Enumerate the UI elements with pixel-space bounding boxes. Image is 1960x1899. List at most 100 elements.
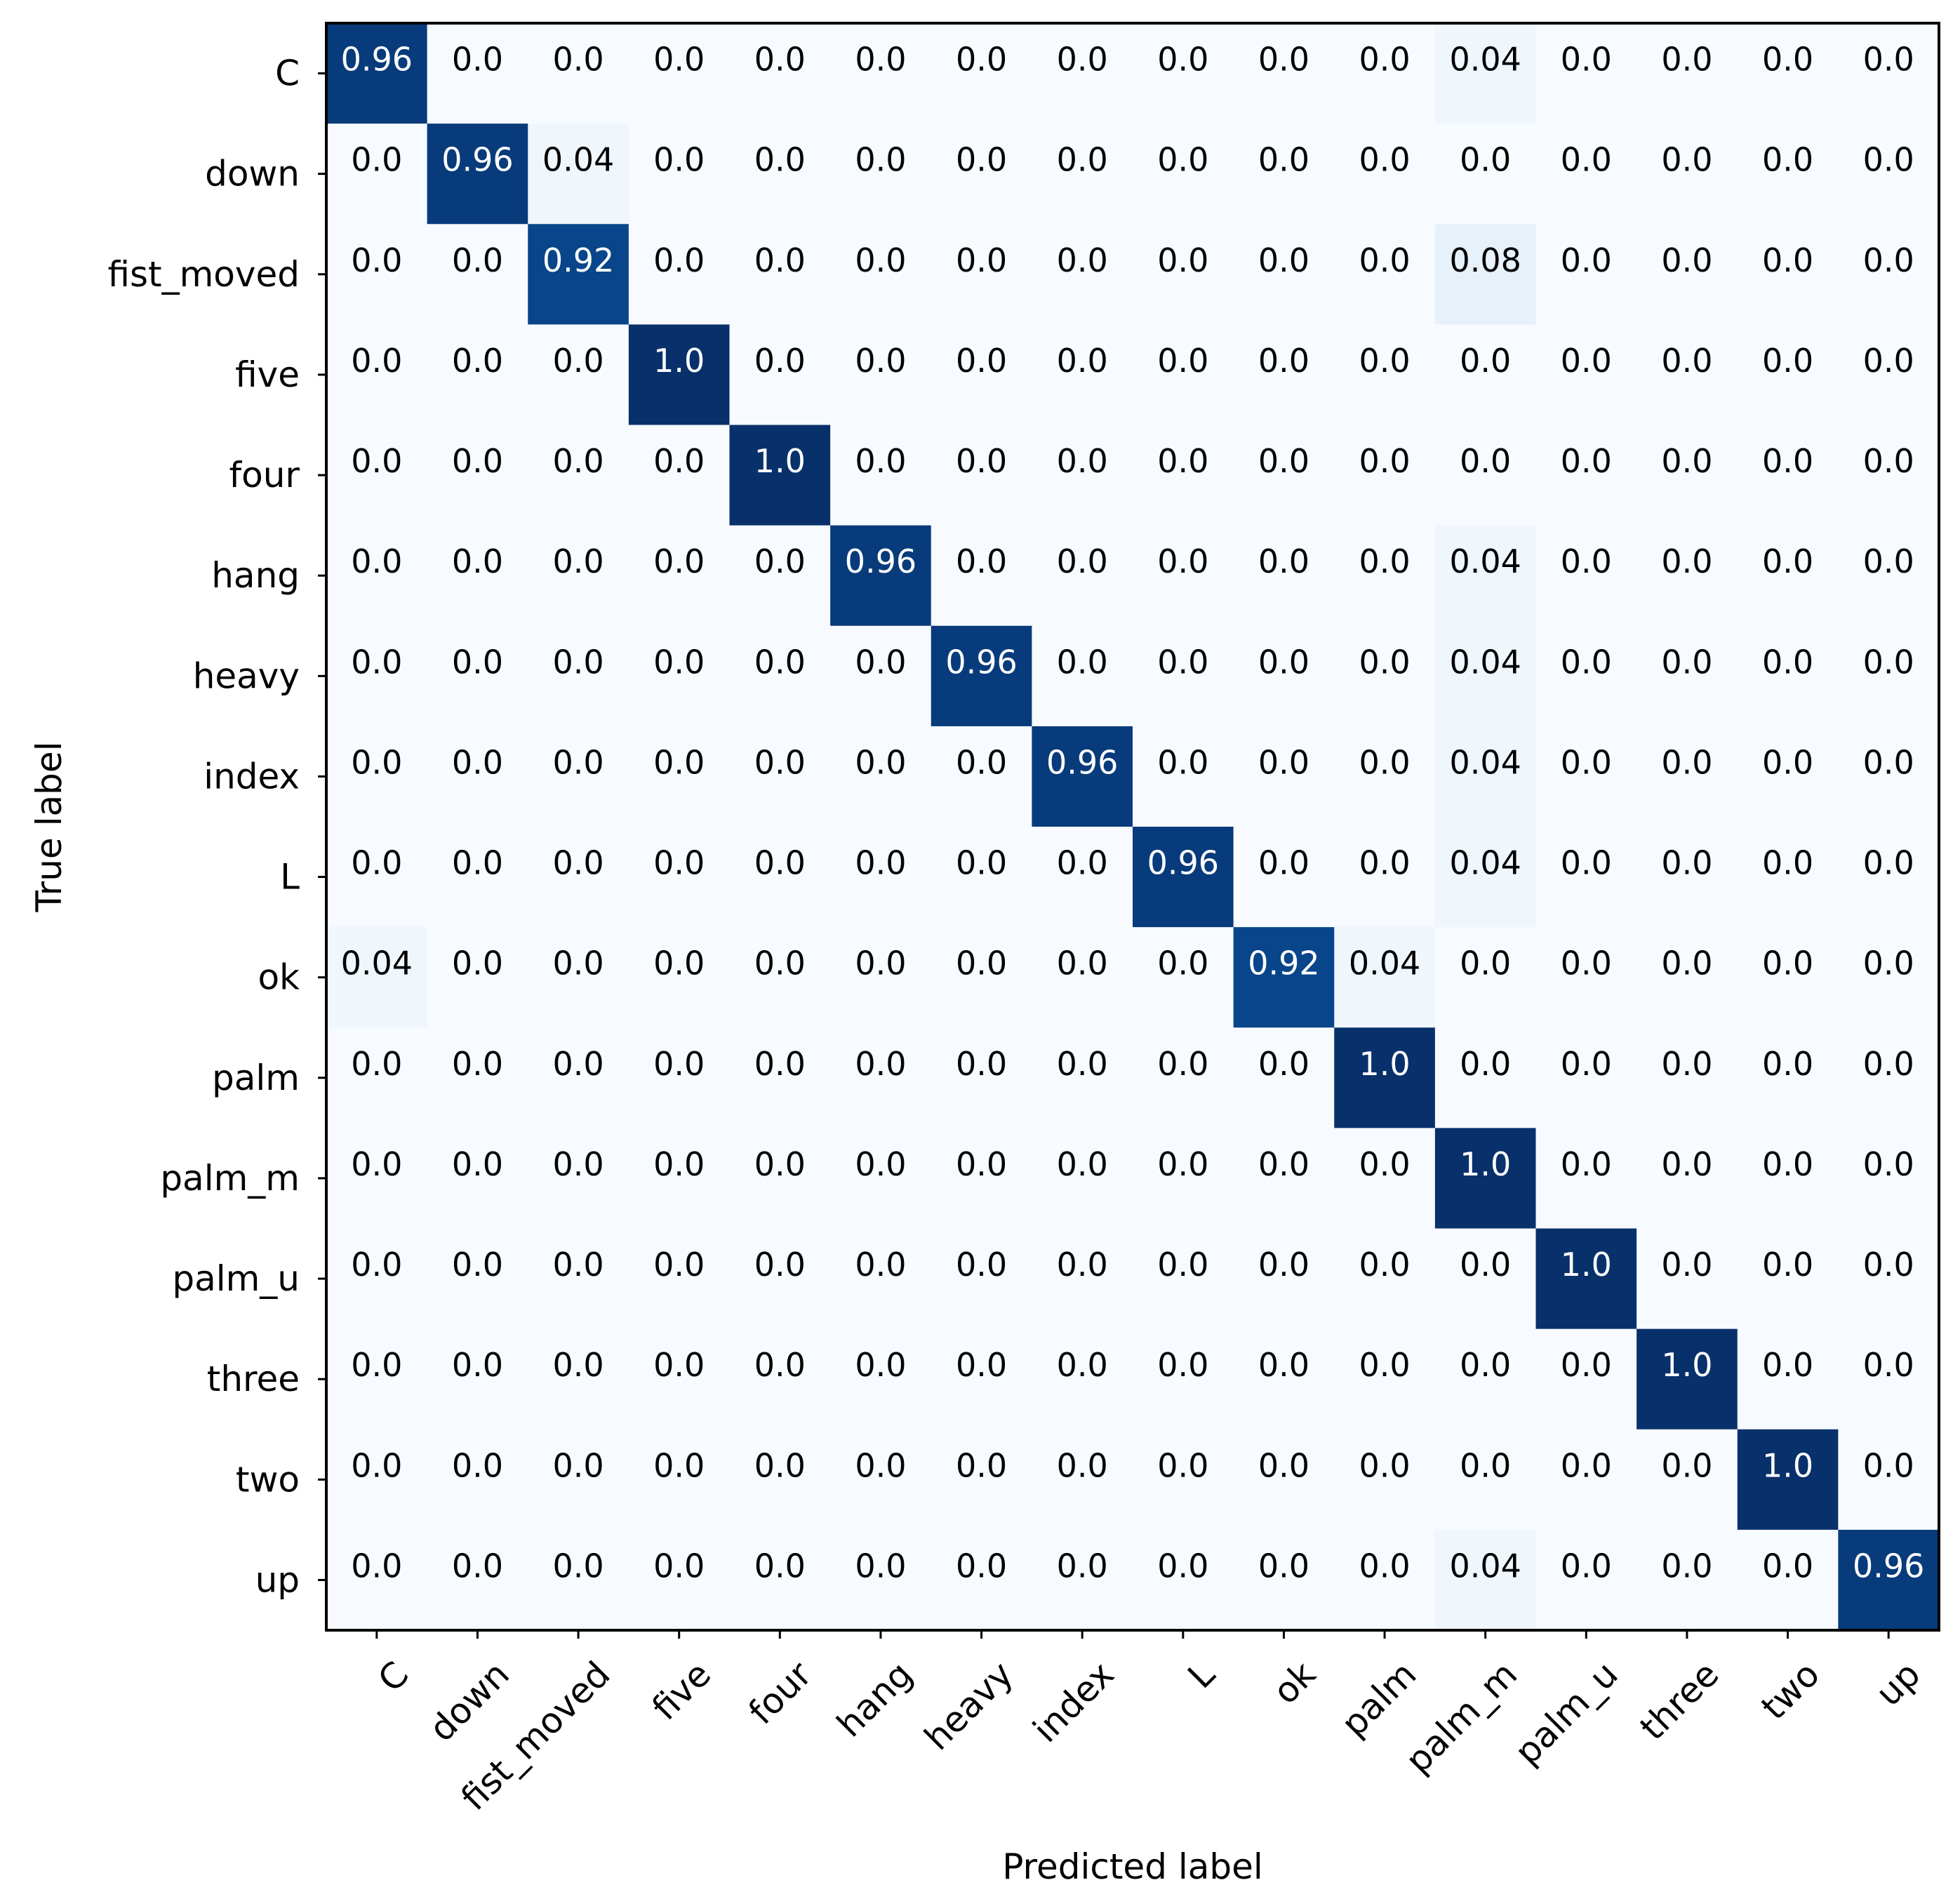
cell-palm-up	[1838, 1027, 1940, 1128]
cell-value-l-down: 0.0	[452, 844, 503, 882]
cell-palm-u-heavy	[931, 1228, 1032, 1330]
cell-three-c	[326, 1328, 428, 1430]
cell-up-palm	[1334, 1529, 1436, 1631]
cell-value-fist-moved-three: 0.0	[1661, 241, 1712, 279]
cell-value-heavy-index: 0.0	[1057, 643, 1108, 681]
cell-value-ok-heavy: 0.0	[956, 945, 1007, 982]
cell-value-c-four: 0.0	[754, 41, 806, 79]
cell-c-four	[729, 23, 831, 124]
cell-ok-palm-u	[1535, 927, 1637, 1028]
cell-index-index	[1032, 726, 1133, 827]
cell-hang-fist-moved	[528, 525, 629, 627]
cell-value-three-five: 0.0	[653, 1346, 705, 1384]
cell-value-l-two: 0.0	[1762, 844, 1813, 882]
cell-palm-four	[729, 1027, 831, 1128]
cell-value-up-palm: 0.0	[1359, 1547, 1410, 1585]
cell-value-palm-u-fist-moved: 0.0	[552, 1246, 604, 1284]
cell-value-hang-index: 0.0	[1057, 542, 1108, 580]
cell-hang-hang	[830, 525, 932, 627]
cell-hang-down	[427, 525, 528, 627]
cell-fist-moved-two	[1737, 224, 1839, 325]
cell-ok-heavy	[931, 927, 1032, 1028]
cell-l-two	[1737, 827, 1839, 928]
cell-five-three	[1636, 324, 1738, 426]
cell-value-three-index: 0.0	[1057, 1346, 1108, 1384]
cell-value-heavy-l: 0.0	[1157, 643, 1208, 681]
cell-fist-moved-five	[628, 224, 731, 325]
cell-value-index-four: 0.0	[754, 743, 806, 781]
y-tick-label-index: index	[204, 756, 300, 797]
cell-value-ok-three: 0.0	[1661, 945, 1712, 982]
cell-palm-m-l	[1133, 1128, 1234, 1230]
cell-value-palm-palm: 1.0	[1359, 1045, 1410, 1083]
cell-value-three-fist-moved: 0.0	[552, 1346, 604, 1384]
cell-palm-u-ok	[1233, 1228, 1335, 1330]
cell-hang-palm-u	[1535, 525, 1637, 627]
heatmap-cells	[326, 23, 1940, 1631]
cell-value-c-palm-u: 0.0	[1561, 41, 1612, 79]
cell-value-palm-m-up: 0.0	[1863, 1145, 1914, 1183]
cell-palm-heavy	[931, 1027, 1032, 1128]
cell-palm-two	[1737, 1027, 1839, 1128]
cell-up-up	[1838, 1529, 1940, 1631]
y-tick-label-l: L	[280, 857, 300, 898]
cell-value-down-index: 0.0	[1057, 141, 1108, 179]
cell-palm-u-index	[1032, 1228, 1133, 1330]
cell-four-index	[1032, 425, 1133, 526]
cell-value-hang-five: 0.0	[653, 542, 705, 580]
cell-palm-m-four	[729, 1128, 831, 1230]
cell-value-palm-m-heavy: 0.0	[956, 1145, 1007, 1183]
cell-down-l	[1133, 124, 1234, 225]
y-tick-label-two: two	[236, 1459, 300, 1500]
cell-value-heavy-four: 0.0	[754, 643, 806, 681]
cell-fist-moved-palm-m	[1434, 224, 1537, 325]
cell-palm-m-three	[1636, 1128, 1738, 1230]
cell-palm-m-palm-m	[1434, 1128, 1537, 1230]
cell-value-palm-m-down: 0.0	[452, 1145, 503, 1183]
cell-value-down-three: 0.0	[1661, 141, 1712, 179]
cell-value-four-ok: 0.0	[1258, 442, 1309, 480]
cell-three-index	[1032, 1328, 1133, 1430]
cell-value-palm-three: 0.0	[1661, 1045, 1712, 1083]
cell-value-fist-moved-l: 0.0	[1157, 241, 1208, 279]
cell-value-up-hang: 0.0	[855, 1547, 906, 1585]
cell-three-three	[1636, 1328, 1738, 1430]
cell-four-three	[1636, 425, 1738, 526]
cell-value-hang-down: 0.0	[452, 542, 503, 580]
cell-up-palm-u	[1535, 1529, 1637, 1631]
cell-up-c	[326, 1529, 428, 1631]
cell-value-c-fist-moved: 0.0	[552, 41, 604, 79]
cell-fist-moved-four	[729, 224, 831, 325]
cell-value-down-fist-moved: 0.04	[542, 141, 614, 179]
cell-palm-m-up	[1838, 1128, 1940, 1230]
cell-up-four	[729, 1529, 831, 1631]
cell-value-palm-u-two: 0.0	[1762, 1246, 1813, 1284]
y-tick-label-palm-m: palm_m	[160, 1158, 300, 1199]
cell-value-four-c: 0.0	[351, 442, 402, 480]
cell-value-palm-palm-m: 0.0	[1460, 1045, 1511, 1083]
cell-value-palm-four: 0.0	[754, 1045, 806, 1083]
cell-value-fist-moved-up: 0.0	[1863, 241, 1914, 279]
cell-four-two	[1737, 425, 1839, 526]
cell-value-ok-hang: 0.0	[855, 945, 906, 982]
cell-value-three-heavy: 0.0	[956, 1346, 1007, 1384]
cell-value-palm-u-palm-u: 1.0	[1561, 1246, 1612, 1284]
cell-value-ok-palm-m: 0.0	[1460, 945, 1511, 982]
cell-value-down-down: 0.96	[441, 141, 513, 179]
cell-heavy-five	[628, 625, 731, 727]
cell-palm-five	[628, 1027, 731, 1128]
cell-value-down-four: 0.0	[754, 141, 806, 179]
cell-value-down-c: 0.0	[351, 141, 402, 179]
cell-value-palm-u-three: 0.0	[1661, 1246, 1712, 1284]
cell-value-index-heavy: 0.0	[956, 743, 1007, 781]
cell-value-three-ok: 0.0	[1258, 1346, 1309, 1384]
cell-five-heavy	[931, 324, 1032, 426]
cell-two-l	[1133, 1429, 1234, 1531]
cell-heavy-down	[427, 625, 528, 727]
cell-c-three	[1636, 23, 1738, 124]
cell-value-palm-u-palm-m: 0.0	[1460, 1246, 1511, 1284]
cell-palm-u-palm-u	[1535, 1228, 1637, 1330]
cell-palm-m-down	[427, 1128, 528, 1230]
cell-three-down	[427, 1328, 528, 1430]
cell-two-up	[1838, 1429, 1940, 1531]
